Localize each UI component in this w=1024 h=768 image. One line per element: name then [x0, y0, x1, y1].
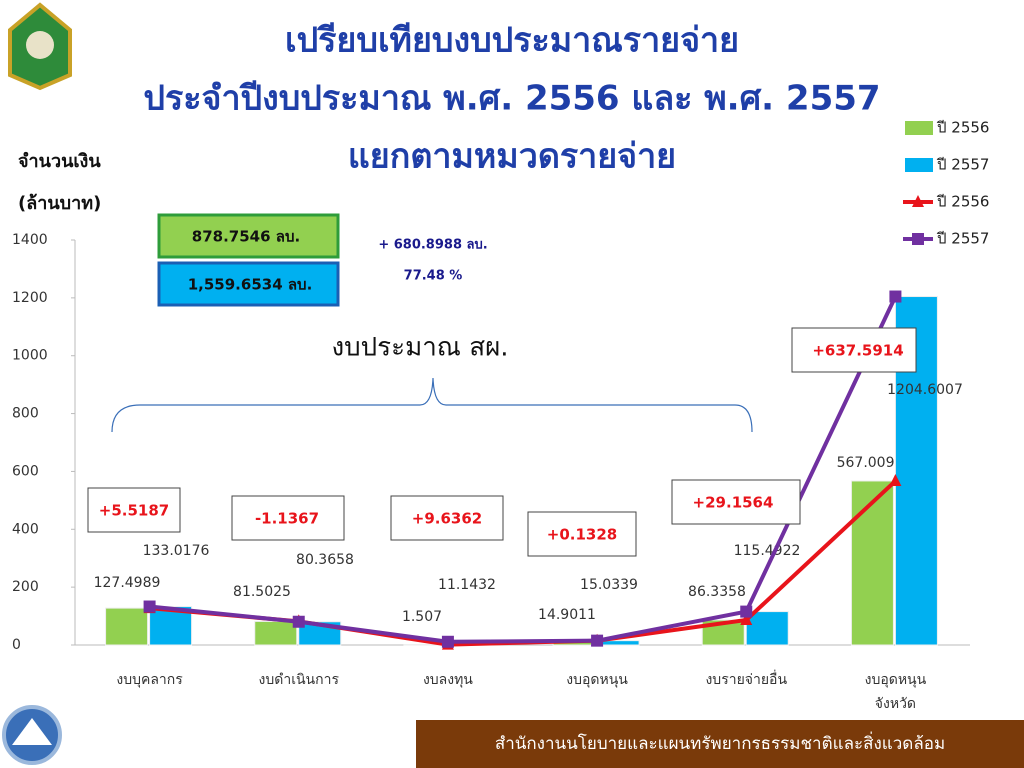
- value-label: 115.4922: [734, 543, 801, 559]
- annotation: งบประมาณ สผ.: [331, 333, 508, 363]
- x-tick-line: จังหวัด: [875, 696, 916, 712]
- annotation: +637.5914: [812, 342, 903, 360]
- legend-label: ปี 2557: [936, 230, 989, 248]
- annotation-box: [390, 495, 504, 541]
- chart-title: ประจำปีงบประมาณ พ.ศ. 2556 และ พ.ศ. 2557: [143, 79, 880, 119]
- value-label: 80.3658: [296, 552, 354, 568]
- annotation-box: [231, 495, 345, 541]
- annotation-box: [157, 261, 340, 307]
- bar: [745, 611, 789, 646]
- line-marker: [889, 473, 902, 486]
- y-tick-label: 1200: [12, 290, 48, 306]
- x-tick-line: งบอุดหนุน: [865, 672, 927, 688]
- x-tick-label: งบดำเนินการ: [259, 672, 340, 688]
- logo-bottom: [2, 705, 62, 765]
- legend-label: ปี 2557: [936, 156, 989, 174]
- y-tick-label: 1400: [12, 232, 48, 248]
- y-axis-label: จำนวนเงิน: [18, 151, 101, 172]
- annotation-box: [87, 487, 181, 533]
- y-tick-label: 1000: [12, 348, 48, 364]
- value-label: 567.0093: [837, 455, 904, 471]
- value-label: 1204.6007: [887, 382, 963, 398]
- value-label: 14.9011: [538, 607, 596, 623]
- value-label: 86.3358: [688, 584, 746, 600]
- annotation-box: [527, 511, 637, 557]
- line-series: [149, 295, 898, 644]
- y-tick-label: 0: [12, 637, 21, 653]
- y-tick-label: 200: [12, 579, 39, 595]
- annotation: +29.1564: [693, 494, 774, 512]
- x-tick-label: งบบุคลากร: [116, 672, 183, 688]
- legend-marker: [912, 233, 924, 245]
- logo-top: [8, 2, 72, 91]
- line-marker: [292, 615, 305, 628]
- line-marker: [441, 635, 454, 648]
- legend-swatch: [905, 158, 933, 172]
- annotation: 878.7546 ลบ.: [192, 228, 300, 246]
- y-tick-label: 800: [12, 406, 39, 422]
- value-label: 11.1432: [438, 577, 496, 593]
- annotation: +9.6362: [412, 510, 482, 528]
- annotation-box: [157, 213, 340, 259]
- value-label: 1.507: [402, 609, 442, 625]
- y-tick-label: 600: [12, 463, 39, 479]
- value-label: 127.4989: [94, 575, 161, 591]
- value-label: 15.0339: [580, 577, 638, 593]
- x-tick-label: งบอุดหนุนจังหวัด: [865, 672, 927, 712]
- legend-swatch: [905, 121, 933, 135]
- y-axis-label: (ล้านบาท): [18, 193, 101, 214]
- x-tick-label: งบรายจ่ายอื่น: [705, 670, 787, 688]
- legend-label: ปี 2556: [936, 119, 989, 137]
- bar: [850, 480, 894, 646]
- line-marker: [740, 613, 753, 626]
- y-tick-label: 400: [12, 521, 39, 537]
- footer-bar: [416, 720, 1024, 768]
- annotation: +5.5187: [99, 502, 169, 520]
- annotation: -1.1367: [255, 510, 319, 528]
- annotation: 77.48 %: [404, 269, 463, 284]
- brace: [111, 377, 753, 433]
- annotation: 1,559.6534 ลบ.: [188, 276, 313, 294]
- line-marker: [889, 290, 902, 303]
- annotation-box: [791, 327, 917, 373]
- line-marker: [143, 600, 156, 613]
- x-tick-label: งบลงทุน: [423, 672, 473, 688]
- annotation: + 680.8988 ลบ.: [378, 238, 487, 253]
- bar: [254, 620, 298, 646]
- legend-label: ปี 2556: [936, 193, 989, 211]
- value-label: 81.5025: [233, 584, 291, 600]
- legend-marker: [912, 195, 924, 207]
- x-tick-label: งบอุดหนุน: [566, 672, 628, 688]
- bar: [105, 607, 149, 646]
- chart-title: เปรียบเทียบงบประมาณรายจ่าย: [285, 21, 739, 61]
- line-marker: [740, 605, 753, 618]
- footer-text: สำนักงานนโยบายและแผนทรัพยากรธรรมชาติและส…: [495, 731, 945, 754]
- annotation-box: [671, 479, 801, 525]
- annotation: +0.1328: [547, 526, 617, 544]
- chart-title: แยกตามหมวดรายจ่าย: [348, 137, 676, 177]
- line-marker: [591, 634, 604, 647]
- value-label: 133.0176: [143, 543, 210, 559]
